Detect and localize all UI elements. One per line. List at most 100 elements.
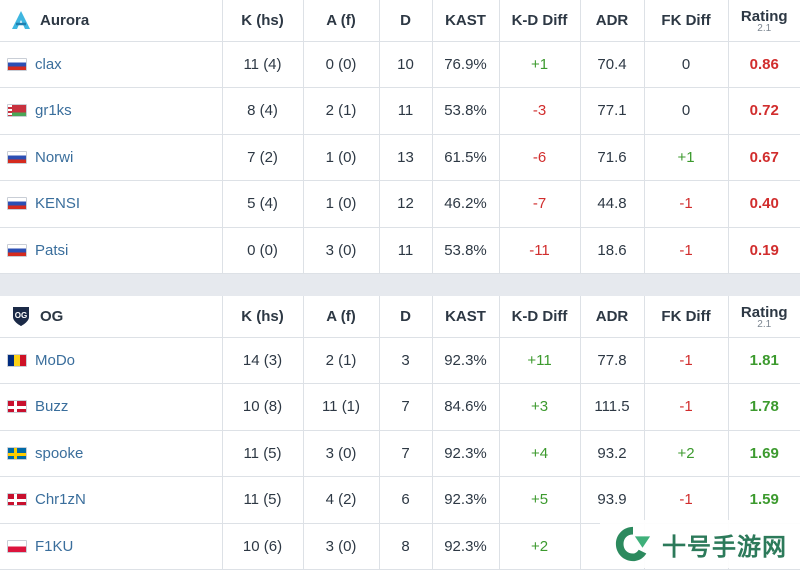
watermark-text: 十号手游网 <box>662 527 787 562</box>
player-name-link[interactable]: MoDo <box>35 352 75 369</box>
column-header-kast[interactable]: KAST <box>432 296 499 337</box>
player-cell: Chr1zN <box>0 477 222 524</box>
kd-diff-cell: +2 <box>499 523 580 570</box>
player-name-link[interactable]: gr1ks <box>35 102 72 119</box>
deaths-cell: 10 <box>379 41 432 88</box>
adr-cell: 44.8 <box>580 181 644 228</box>
player-cell: MoDo <box>0 337 222 384</box>
rating-cell: 0.40 <box>728 181 800 228</box>
kast-cell: 53.8% <box>432 227 499 274</box>
flag-russia-icon <box>7 58 27 71</box>
player-name-link[interactable]: Norwi <box>35 149 73 166</box>
kills-cell: 10 (6) <box>222 523 303 570</box>
column-header-d[interactable]: D <box>379 0 432 41</box>
watermark-logo-icon <box>614 525 652 563</box>
player-name-link[interactable]: Patsi <box>35 242 68 259</box>
player-name-link[interactable]: clax <box>35 56 62 73</box>
kd-diff-cell: +11 <box>499 337 580 384</box>
adr-cell: 77.1 <box>580 88 644 135</box>
player-cell: Patsi <box>0 227 222 274</box>
player-name-link[interactable]: F1KU <box>35 538 73 555</box>
kd-diff-cell: -3 <box>499 88 580 135</box>
adr-cell: 93.9 <box>580 477 644 524</box>
rating-cell: 0.86 <box>728 41 800 88</box>
column-header-fk[interactable]: FK Diff <box>644 296 728 337</box>
player-name-link[interactable]: Chr1zN <box>35 491 86 508</box>
flag-romania-icon <box>7 354 27 367</box>
column-header-adr[interactable]: ADR <box>580 296 644 337</box>
kills-cell: 5 (4) <box>222 181 303 228</box>
adr-cell: 93.2 <box>580 430 644 477</box>
deaths-cell: 6 <box>379 477 432 524</box>
team-header[interactable]: Aurora <box>0 0 222 41</box>
column-header-a[interactable]: A (f) <box>303 0 379 41</box>
rating-label: Rating <box>729 305 800 320</box>
kast-cell: 84.6% <box>432 384 499 431</box>
kills-cell: 11 (4) <box>222 41 303 88</box>
kd-diff-cell: +5 <box>499 477 580 524</box>
flag-denmark-icon <box>7 493 27 506</box>
flag-russia-icon <box>7 197 27 210</box>
aurora-logo-icon <box>10 9 32 31</box>
og-logo-icon: OG <box>10 305 32 327</box>
kast-cell: 46.2% <box>432 181 499 228</box>
flag-sweden-icon <box>7 447 27 460</box>
kast-cell: 76.9% <box>432 41 499 88</box>
column-header-kd[interactable]: K-D Diff <box>499 0 580 41</box>
column-header-kast[interactable]: KAST <box>432 0 499 41</box>
assists-cell: 1 (0) <box>303 134 379 181</box>
fk-diff-cell: 0 <box>644 88 728 135</box>
adr-cell: 18.6 <box>580 227 644 274</box>
team-name: OG <box>40 308 63 325</box>
assists-cell: 0 (0) <box>303 41 379 88</box>
fk-diff-cell: -1 <box>644 227 728 274</box>
fk-diff-cell: +2 <box>644 430 728 477</box>
section-divider <box>0 273 800 296</box>
column-header-a[interactable]: A (f) <box>303 296 379 337</box>
rating-cell: 0.67 <box>728 134 800 181</box>
team-header[interactable]: OG OG <box>0 296 222 337</box>
kills-cell: 0 (0) <box>222 227 303 274</box>
column-header-k[interactable]: K (hs) <box>222 0 303 41</box>
kills-cell: 14 (3) <box>222 337 303 384</box>
adr-cell: 111.5 <box>580 384 644 431</box>
flag-poland-icon <box>7 540 27 553</box>
assists-cell: 3 (0) <box>303 227 379 274</box>
svg-text:OG: OG <box>15 311 27 320</box>
player-cell: Norwi <box>0 134 222 181</box>
player-name-link[interactable]: Buzz <box>35 398 68 415</box>
rating-cell: 0.19 <box>728 227 800 274</box>
kd-diff-cell: -11 <box>499 227 580 274</box>
kast-cell: 61.5% <box>432 134 499 181</box>
adr-cell: 71.6 <box>580 134 644 181</box>
rating-cell: 1.59 <box>728 477 800 524</box>
flag-denmark-icon <box>7 400 27 413</box>
player-cell: clax <box>0 41 222 88</box>
player-cell: Buzz <box>0 384 222 431</box>
column-header-fk[interactable]: FK Diff <box>644 0 728 41</box>
player-name-link[interactable]: KENSI <box>35 195 80 212</box>
column-header-k[interactable]: K (hs) <box>222 296 303 337</box>
column-header-d[interactable]: D <box>379 296 432 337</box>
rating-cell: 1.78 <box>728 384 800 431</box>
kd-diff-cell: +4 <box>499 430 580 477</box>
player-name-link[interactable]: spooke <box>35 445 83 462</box>
column-header-kd[interactable]: K-D Diff <box>499 296 580 337</box>
flag-russia-icon <box>7 151 27 164</box>
player-cell: spooke <box>0 430 222 477</box>
deaths-cell: 11 <box>379 88 432 135</box>
flag-belarus-icon <box>7 104 27 117</box>
column-header-adr[interactable]: ADR <box>580 0 644 41</box>
kast-cell: 92.3% <box>432 477 499 524</box>
rating-cell: 1.69 <box>728 430 800 477</box>
